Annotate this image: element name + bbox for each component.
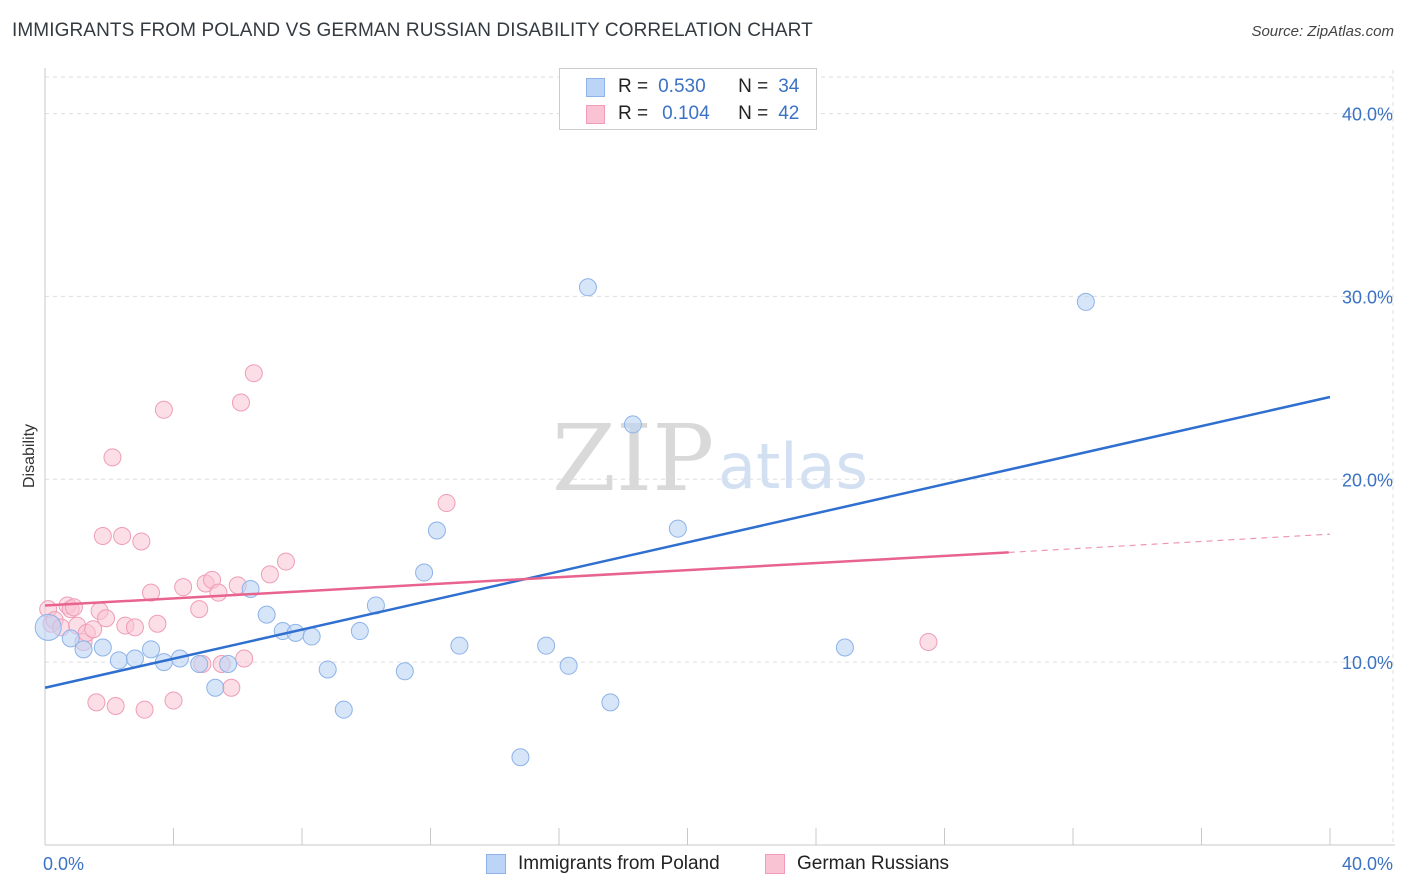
data-point-german-russians <box>132 532 151 551</box>
legend-r-value: 0.530 <box>658 76 706 97</box>
data-point-immigrants-from-poland <box>511 748 530 767</box>
watermark-atlas: atlas <box>718 430 868 503</box>
data-point-german-russians <box>97 609 116 628</box>
data-point-immigrants-from-poland <box>93 638 112 657</box>
y-tick-label: 20.0% <box>1342 470 1393 490</box>
y-axis-label: Disability <box>21 424 38 488</box>
data-point-immigrants-from-poland <box>206 678 225 697</box>
legend-swatch-blue <box>586 77 605 97</box>
data-point-immigrants-from-poland <box>395 662 414 681</box>
data-point-german-russians <box>125 618 144 637</box>
data-point-german-russians <box>154 400 173 419</box>
data-point-german-russians <box>276 552 295 571</box>
data-point-german-russians <box>919 633 938 652</box>
data-point-german-russians <box>135 700 154 719</box>
legend-n-label: N = <box>738 76 769 97</box>
data-point-immigrants-from-poland <box>318 660 337 679</box>
legend-item-german-russians: German Russians <box>765 852 949 876</box>
legend-item-poland: Immigrants from Poland <box>486 852 720 876</box>
legend-label-german-russians: German Russians <box>797 853 950 874</box>
trend-lines <box>44 395 1331 689</box>
data-point-german-russians <box>113 526 132 545</box>
data-point-german-russians <box>190 600 209 619</box>
legend-r-label: R = <box>618 103 649 124</box>
data-point-immigrants-from-poland <box>537 636 556 655</box>
data-point-immigrants-from-poland <box>350 622 369 641</box>
legend-swatch-blue <box>486 854 506 874</box>
x-tick-label: 40.0% <box>1342 854 1393 874</box>
data-point-immigrants-from-poland <box>601 693 620 712</box>
data-point-immigrants-from-poland <box>334 700 353 719</box>
y-tick-label: 10.0% <box>1342 653 1393 673</box>
y-tick-label: 40.0% <box>1342 105 1393 125</box>
legend-row-german-russians: R = 0.104 N = 42 <box>586 102 799 126</box>
series-immigrants-from-poland <box>34 278 1095 767</box>
data-point-german-russians <box>142 583 161 602</box>
legend-swatch-pink <box>586 104 605 124</box>
data-point-german-russians <box>235 649 254 668</box>
data-point-immigrants-from-poland <box>1076 292 1095 311</box>
chart-title: IMMIGRANTS FROM POLAND VS GERMAN RUSSIAN… <box>12 20 813 41</box>
trend-line-poland <box>44 395 1331 689</box>
data-point-immigrants-from-poland <box>190 654 209 673</box>
tick-labels: 10.0% 20.0% 30.0% 40.0% 0.0% 40.0% <box>43 105 1393 874</box>
data-point-german-russians <box>84 620 103 639</box>
data-point-immigrants-from-poland <box>219 654 238 673</box>
data-point-immigrants-from-poland <box>34 613 62 641</box>
legend-r-value: 0.104 <box>662 103 710 124</box>
data-point-immigrants-from-poland <box>559 656 578 675</box>
data-point-immigrants-from-poland <box>450 636 469 655</box>
data-point-immigrants-from-poland <box>415 563 434 582</box>
data-point-german-russians <box>148 614 167 633</box>
data-point-immigrants-from-poland <box>578 278 597 297</box>
data-point-german-russians <box>164 691 183 710</box>
data-point-german-russians <box>244 364 263 383</box>
data-point-immigrants-from-poland <box>74 640 93 659</box>
data-point-german-russians <box>87 693 106 712</box>
data-point-immigrants-from-poland <box>125 649 144 668</box>
y-tick-label: 30.0% <box>1342 287 1393 307</box>
watermark: ZIP atlas <box>552 405 868 512</box>
data-point-german-russians <box>106 697 125 716</box>
legend-swatch-pink <box>765 854 785 874</box>
data-point-german-russians <box>93 526 112 545</box>
x-tick-label: 0.0% <box>43 854 84 874</box>
data-point-german-russians <box>64 598 83 617</box>
legend-r-label: R = <box>618 76 649 97</box>
legend-row-poland: R = 0.530 N = 34 <box>586 75 799 99</box>
data-point-immigrants-from-poland <box>61 629 80 648</box>
data-point-german-russians <box>437 494 456 513</box>
data-point-german-russians <box>209 583 228 602</box>
data-point-german-russians <box>174 578 193 597</box>
legend-n-label: N = <box>738 103 769 124</box>
data-point-immigrants-from-poland <box>142 640 161 659</box>
data-point-german-russians <box>222 678 241 697</box>
correlation-legend: R = 0.530 N = 34 R = 0.104 N = 42 <box>559 68 817 130</box>
data-point-immigrants-from-poland <box>668 519 687 538</box>
data-point-immigrants-from-poland <box>623 415 642 434</box>
axes <box>44 68 1395 846</box>
data-point-immigrants-from-poland <box>835 638 854 657</box>
data-point-german-russians <box>103 448 122 467</box>
data-point-german-russians <box>231 393 250 412</box>
data-point-immigrants-from-poland <box>302 627 321 646</box>
legend-n-value: 42 <box>778 103 800 124</box>
data-point-german-russians <box>260 565 279 584</box>
legend-n-value: 34 <box>778 76 800 97</box>
data-point-immigrants-from-poland <box>257 605 276 624</box>
data-point-immigrants-from-poland <box>109 651 128 670</box>
trend-line-german-russians-extension <box>1008 533 1331 554</box>
data-point-immigrants-from-poland <box>427 521 446 540</box>
chart-source: Source: ZipAtlas.com <box>1251 23 1394 40</box>
trend-line-german-russians <box>44 551 1009 607</box>
legend-label-poland: Immigrants from Poland <box>518 853 720 874</box>
